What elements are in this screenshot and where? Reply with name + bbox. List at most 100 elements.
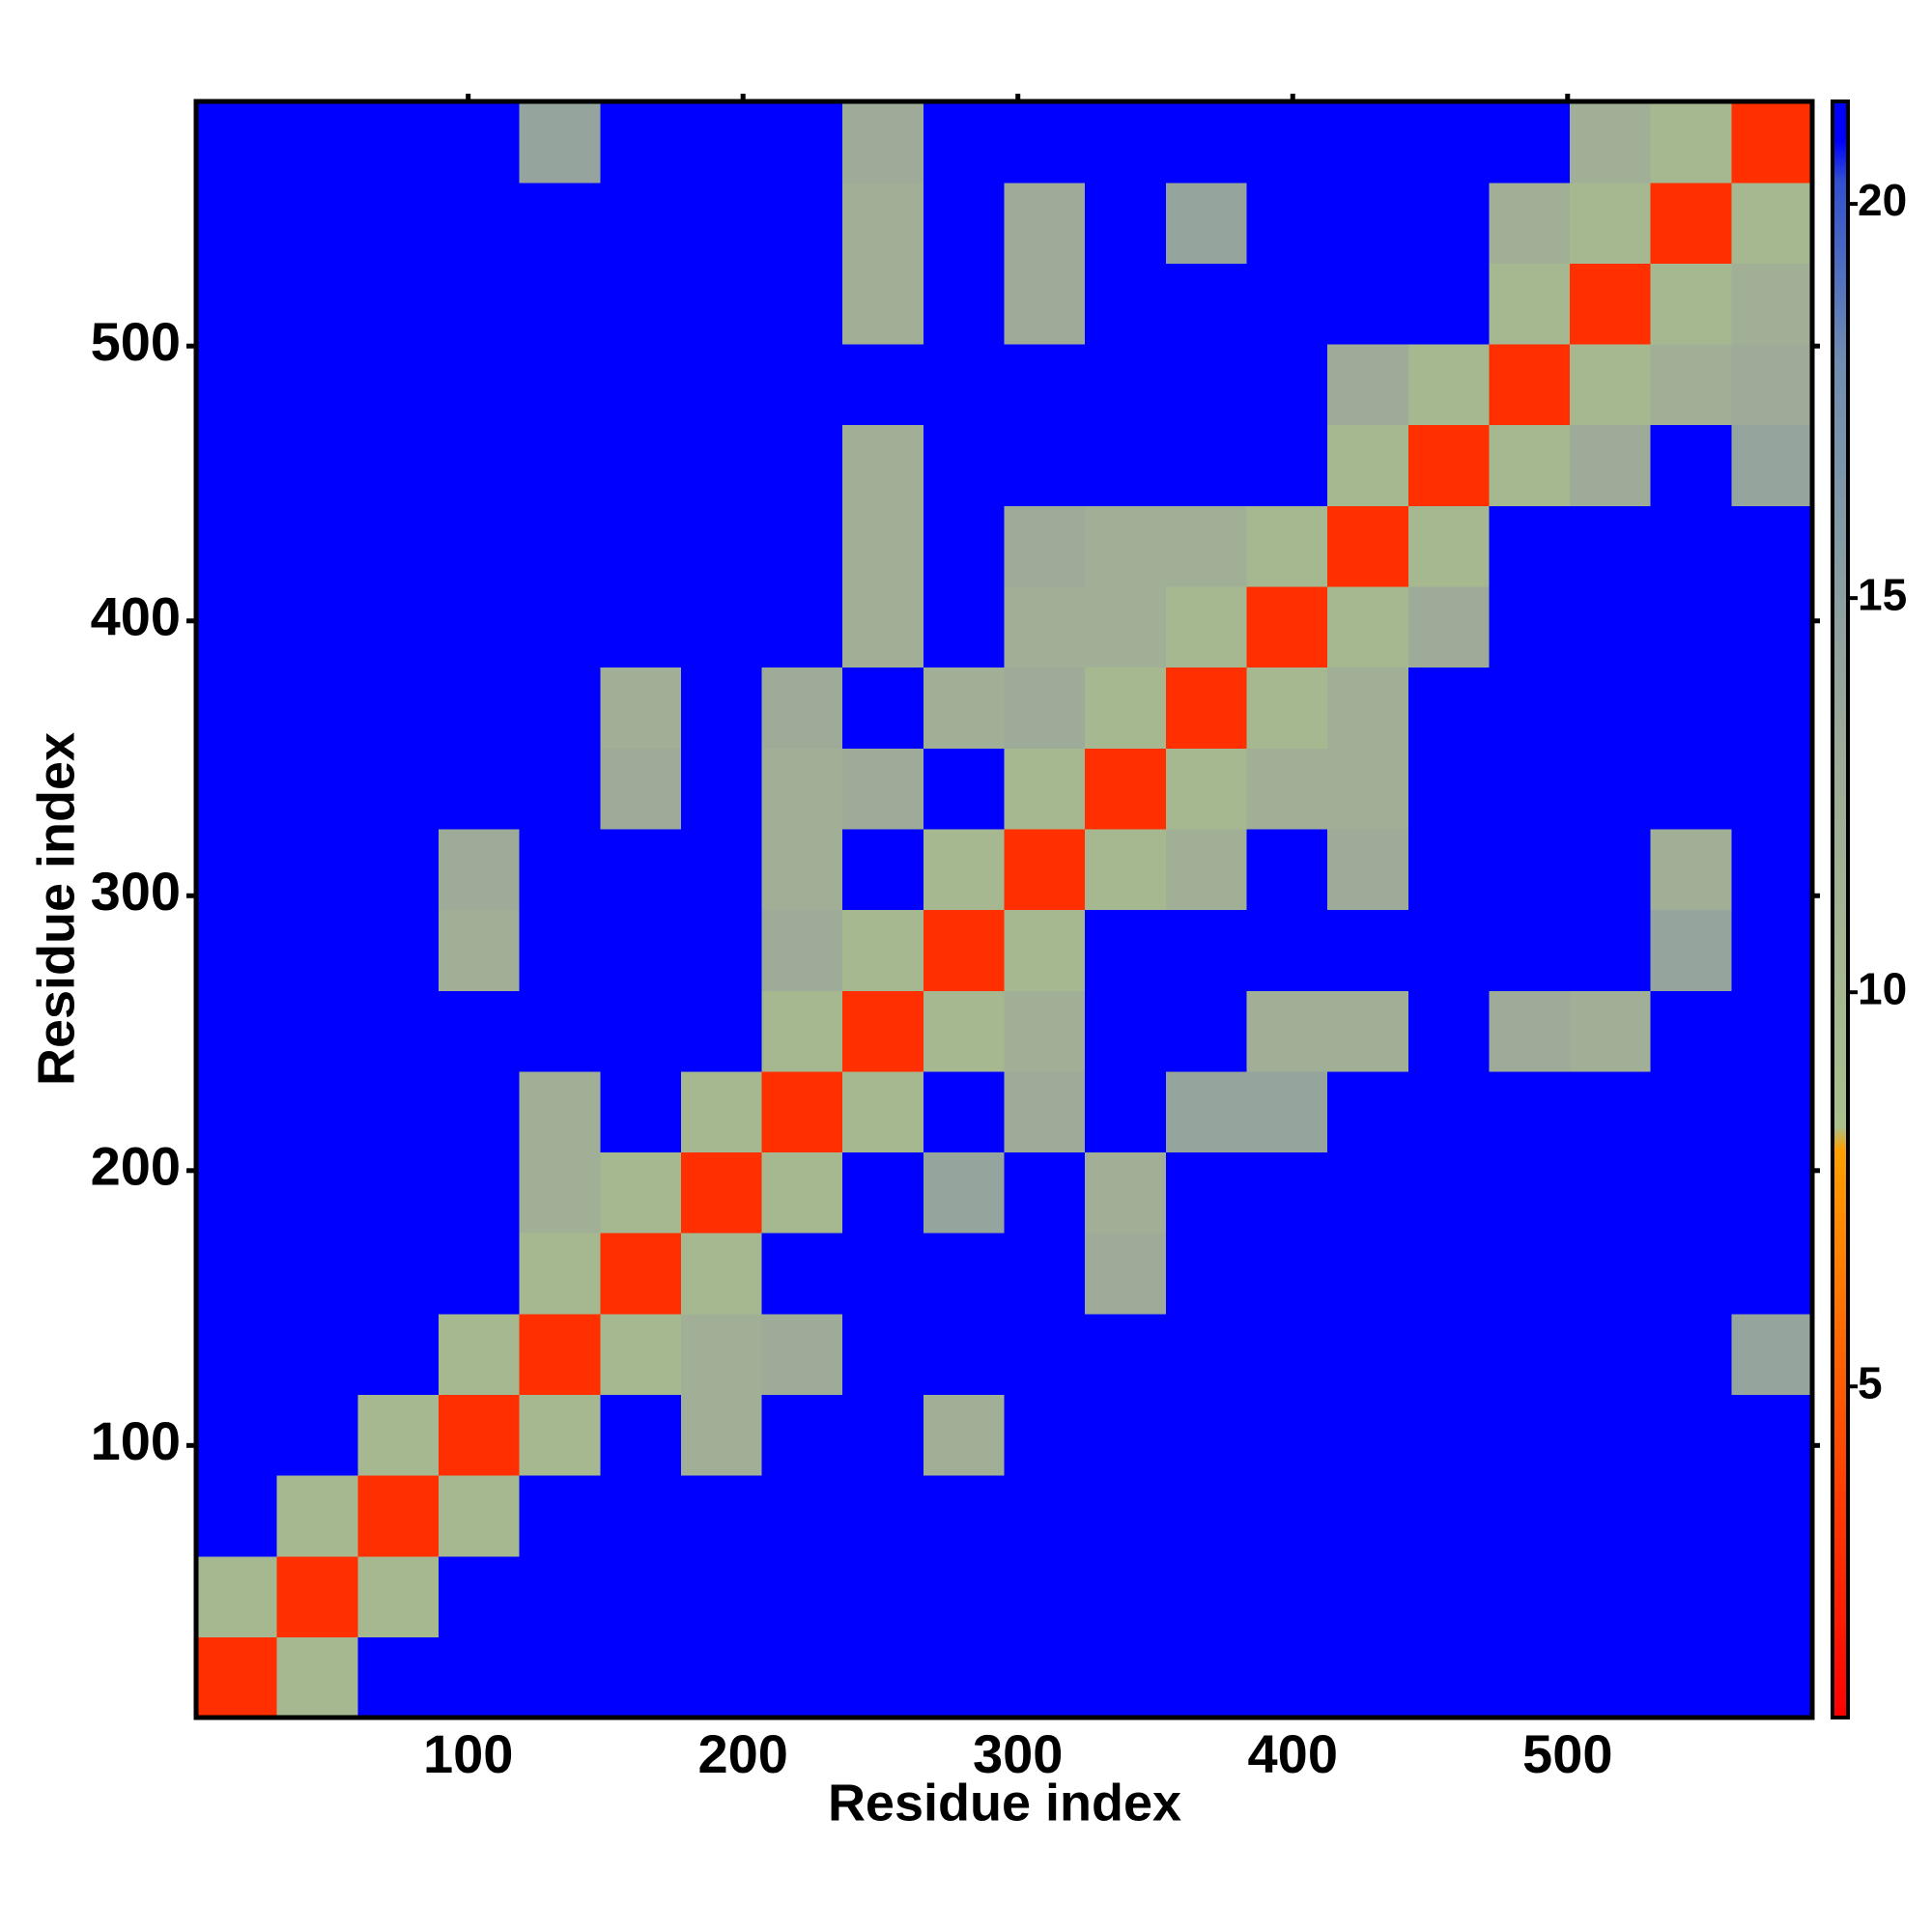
heatmap-cell xyxy=(1327,909,1409,991)
heatmap-cell xyxy=(680,101,763,184)
heatmap-cell xyxy=(357,1070,440,1153)
x-tick-label: 300 xyxy=(973,1723,1063,1784)
heatmap-cell xyxy=(600,1475,682,1557)
heatmap-cell xyxy=(519,343,601,426)
heatmap-cell xyxy=(923,990,1006,1072)
heatmap-cell xyxy=(1085,1636,1167,1719)
heatmap-cell xyxy=(1165,909,1248,991)
heatmap-cell xyxy=(1731,1475,1813,1557)
heatmap-cell xyxy=(680,343,763,426)
heatmap-cell xyxy=(1650,748,1732,830)
heatmap-cell xyxy=(1327,1313,1409,1395)
heatmap-cell xyxy=(1327,182,1409,264)
heatmap-cell xyxy=(842,585,924,668)
heatmap-cell xyxy=(1407,424,1490,506)
heatmap-cell xyxy=(1085,909,1167,991)
heatmap-cell xyxy=(761,101,843,184)
heatmap-cell xyxy=(761,1475,843,1557)
heatmap-cell xyxy=(1489,424,1571,506)
heatmap-cell xyxy=(1165,343,1248,426)
heatmap-cell xyxy=(519,505,601,587)
heatmap-cell xyxy=(842,1394,924,1476)
heatmap-cell xyxy=(1085,1070,1167,1153)
heatmap-cell xyxy=(276,828,358,911)
heatmap-cell xyxy=(680,263,763,345)
heatmap-cell xyxy=(923,424,1006,506)
heatmap-cell xyxy=(680,909,763,991)
heatmap-cell xyxy=(276,1313,358,1395)
heatmap-cell xyxy=(1327,343,1409,426)
heatmap-cell xyxy=(1085,1475,1167,1557)
colorbar-tick-label: 10 xyxy=(1858,963,1907,1013)
heatmap-cell xyxy=(1085,748,1167,830)
heatmap-cell xyxy=(761,828,843,911)
heatmap-cell xyxy=(1165,263,1248,345)
heatmap-cell xyxy=(1650,1233,1732,1315)
heatmap-cell xyxy=(680,1636,763,1719)
heatmap-cell xyxy=(519,182,601,264)
heatmap-cell xyxy=(519,1394,601,1476)
heatmap-cell xyxy=(1570,1070,1652,1153)
heatmap-cell xyxy=(1731,585,1813,668)
heatmap-cell xyxy=(1650,263,1732,345)
heatmap-cell xyxy=(196,585,278,668)
heatmap-cell xyxy=(196,667,278,749)
heatmap-cell xyxy=(1407,505,1490,587)
heatmap-cell xyxy=(600,990,682,1072)
heatmap-cell xyxy=(842,1070,924,1153)
heatmap-cell xyxy=(1004,909,1086,991)
heatmap-cell xyxy=(357,505,440,587)
heatmap-cell xyxy=(438,1070,521,1153)
heatmap-cell xyxy=(680,748,763,830)
heatmap-cell xyxy=(1731,263,1813,345)
heatmap-cell xyxy=(1085,343,1167,426)
heatmap-cell xyxy=(1085,1151,1167,1234)
heatmap-cell xyxy=(1327,667,1409,749)
heatmap-cell xyxy=(1731,1394,1813,1476)
heatmap-cell xyxy=(923,828,1006,911)
heatmap-cell xyxy=(196,1636,278,1719)
heatmap-cell xyxy=(519,1313,601,1395)
heatmap-cell xyxy=(1246,748,1328,830)
heatmap-cell xyxy=(1004,1233,1086,1315)
heatmap-cell xyxy=(276,667,358,749)
heatmap-cell xyxy=(1246,1555,1328,1637)
heatmap-cell xyxy=(438,1151,521,1234)
heatmap-cell xyxy=(761,182,843,264)
heatmap-cell xyxy=(1650,182,1732,264)
heatmap-cell xyxy=(1489,182,1571,264)
heatmap-cell xyxy=(357,1151,440,1234)
heatmap-cell xyxy=(1731,424,1813,506)
heatmap-cell xyxy=(1246,505,1328,587)
y-tick-label: 100 xyxy=(91,1410,181,1471)
heatmap-cell xyxy=(680,585,763,668)
heatmap-cell xyxy=(1165,1070,1248,1153)
heatmap-cell xyxy=(1004,828,1086,911)
heatmap-cell xyxy=(276,1233,358,1315)
heatmap-cell xyxy=(842,1475,924,1557)
heatmap-cell xyxy=(357,101,440,184)
heatmap-cell xyxy=(600,667,682,749)
heatmap-cell xyxy=(1731,1313,1813,1395)
heatmap-cell xyxy=(1489,1394,1571,1476)
heatmap-cell xyxy=(1246,585,1328,668)
heatmap-cell xyxy=(1731,505,1813,587)
heatmap-cell xyxy=(519,667,601,749)
heatmap-cell xyxy=(1731,1070,1813,1153)
heatmap-cell xyxy=(1246,343,1328,426)
heatmap-cell xyxy=(600,1151,682,1234)
heatmap-cell xyxy=(1085,505,1167,587)
heatmap-cell xyxy=(357,424,440,506)
heatmap-cell xyxy=(1407,909,1490,991)
heatmap-cell xyxy=(519,909,601,991)
heatmap-cell xyxy=(1004,585,1086,668)
heatmap-cell xyxy=(1085,182,1167,264)
heatmap-cell xyxy=(196,1394,278,1476)
heatmap-cell xyxy=(1327,990,1409,1072)
heatmap-cell xyxy=(1246,424,1328,506)
heatmap-cell xyxy=(600,828,682,911)
heatmap-cell xyxy=(1246,1636,1328,1719)
heatmap-cell xyxy=(1165,667,1248,749)
heatmap-cell xyxy=(761,748,843,830)
